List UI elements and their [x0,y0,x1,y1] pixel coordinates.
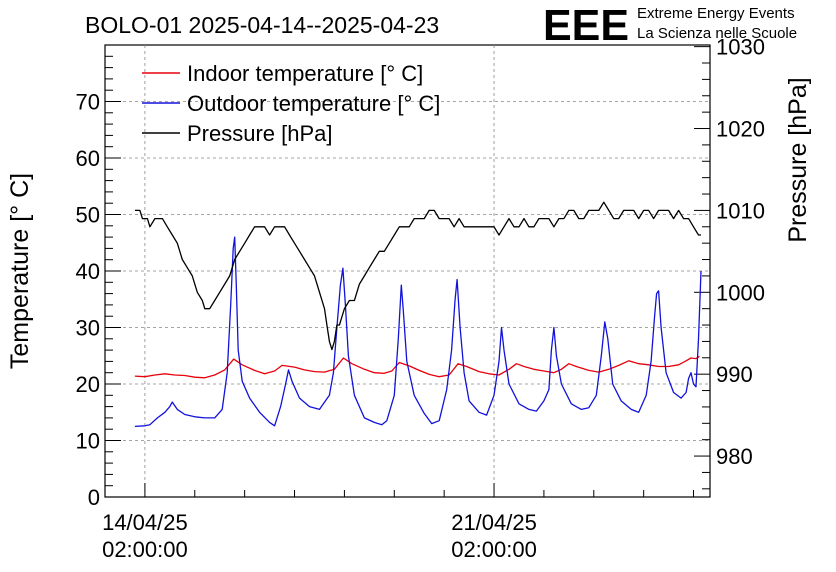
y2-tick-label: 1000 [716,280,765,305]
y-tick-label: 10 [76,429,100,454]
y2-tick-label: 1010 [716,198,765,223]
legend-label-0: Indoor temperature [° C] [187,61,423,86]
series-layer [134,201,702,428]
y-tick-label: 20 [76,372,100,397]
legend: Indoor temperature [° C] Outdoor temperat… [142,61,440,146]
eee-logo-line1: Extreme Energy Events [637,5,795,22]
left-axis: 0 10 20 30 40 50 60 70 [76,55,121,510]
legend-label-1: Outdoor temperature [° C] [187,91,440,116]
y-axis-label: Temperature [° C] [6,173,34,369]
legend-label-2: Pressure [hPa] [187,121,333,146]
y-tick-label: 0 [88,485,100,510]
y-tick-label: 60 [76,146,100,171]
eee-logo-line2: La Scienza nelle Scuole [637,25,797,42]
right-axis: 980 990 1000 1010 1020 1030 [694,35,765,490]
x-tick-date: 14/04/25 [102,510,188,535]
y-tick-label: 70 [76,90,100,115]
x-tick-date: 21/04/25 [451,510,537,535]
y2-tick-label: 1020 [716,117,765,142]
y2-tick-label: 990 [716,362,753,387]
eee-logo: EEE Extreme Energy Events La Scienza nel… [543,1,797,50]
y2-tick-label: 980 [716,444,753,469]
series-line-1 [134,236,702,428]
chart-title: BOLO-01 2025-04-14--2025-04-23 [85,12,439,38]
series-line-2 [134,201,701,351]
x-tick-time: 02:00:00 [451,537,537,562]
y2-tick-label: 1030 [716,35,765,60]
y2-axis-label: Pressure [hPa] [784,77,812,242]
y-tick-label: 30 [76,316,100,341]
grid-layer [105,45,710,497]
y-tick-label: 50 [76,203,100,228]
y-tick-label: 40 [76,259,100,284]
eee-logo-letters: EEE [543,1,629,50]
x-tick-time: 02:00:00 [102,537,188,562]
series-line-0 [134,355,700,379]
